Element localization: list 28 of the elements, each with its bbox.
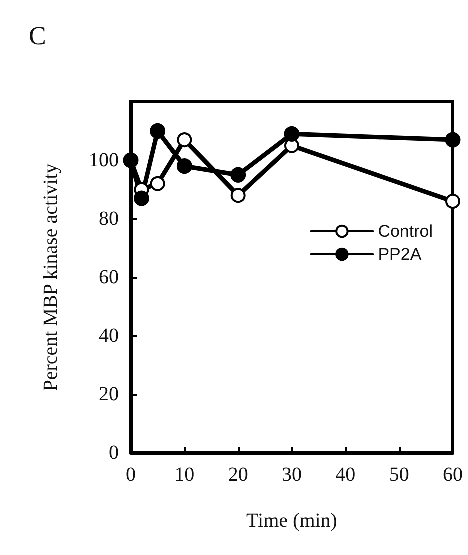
x-tick-label: 0 [126, 464, 136, 486]
point [177, 132, 192, 148]
point [446, 194, 460, 209]
x-tick-label: 50 [389, 464, 410, 486]
x-tick-label: 60 [443, 464, 463, 486]
point [284, 126, 300, 142]
x-tick-label: 40 [336, 464, 356, 486]
chart-title: C [29, 22, 46, 50]
y-tick-label: 100 [89, 150, 119, 172]
y-tick-label: 80 [99, 208, 119, 230]
y-tick-label: 20 [99, 384, 119, 406]
y-axis-title: Percent MBP kinase activity [40, 164, 62, 392]
point [230, 188, 246, 204]
point [230, 167, 246, 183]
point [134, 190, 150, 206]
x-tick-label: 30 [282, 464, 302, 486]
legend-label: Control [378, 222, 434, 241]
legend-label: PP2A [378, 245, 422, 264]
point [150, 176, 166, 192]
x-tick-label: 20 [228, 464, 248, 486]
x-tick-label: 10 [174, 464, 195, 486]
point [176, 158, 192, 174]
y-tick-label: 0 [109, 442, 119, 464]
x-axis-title: Time (min) [246, 510, 338, 532]
point [445, 132, 461, 148]
point [150, 124, 166, 139]
y-tick-label: 40 [99, 325, 119, 347]
y-tick-label: 60 [99, 266, 119, 288]
